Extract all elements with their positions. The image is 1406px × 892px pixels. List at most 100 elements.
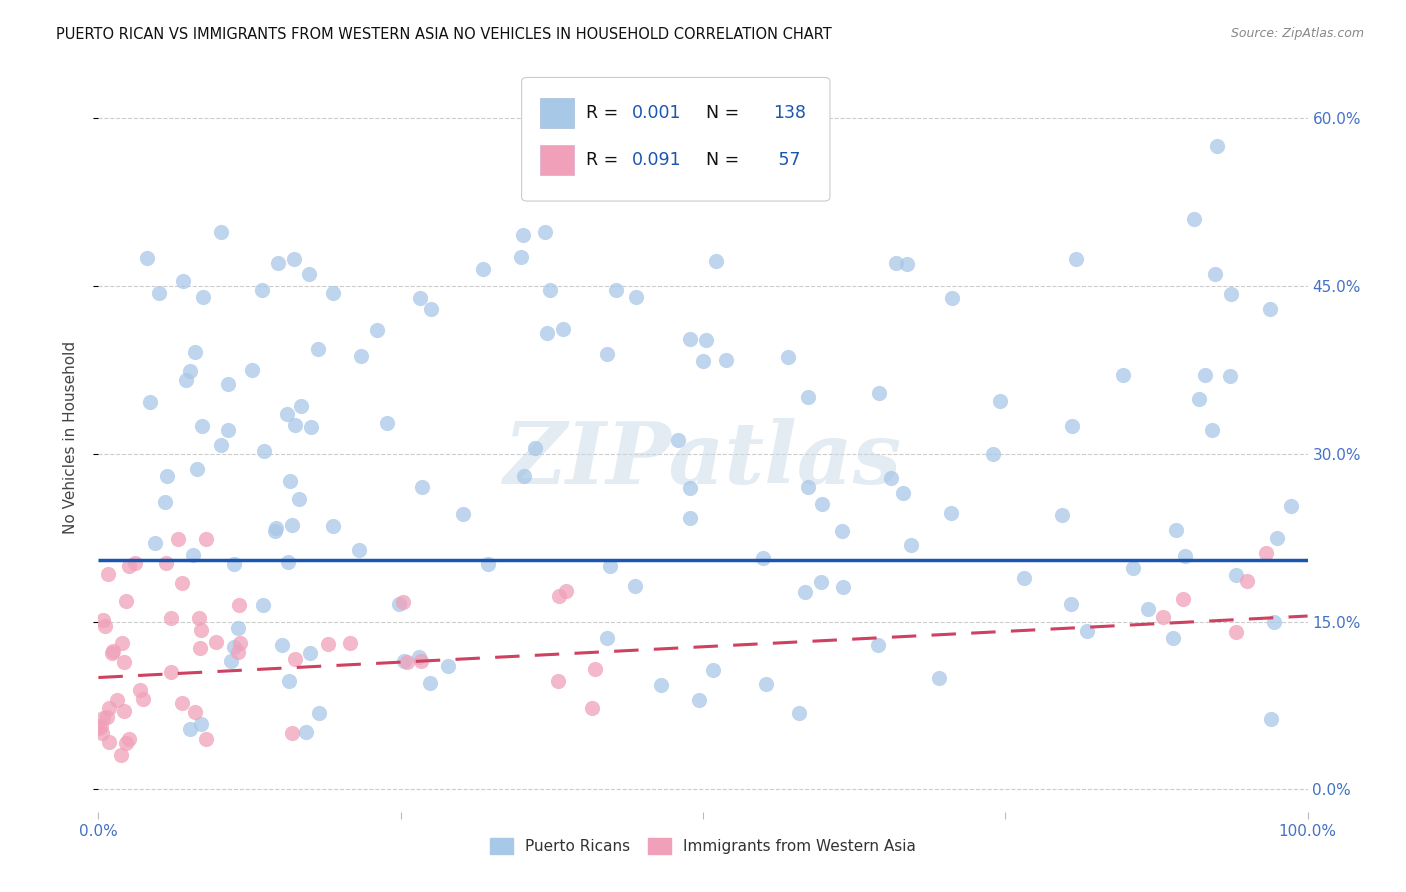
Point — [159, 665, 181, 679]
Point — [93, 613, 115, 627]
Point — [411, 479, 433, 493]
Point — [184, 345, 207, 359]
Point — [221, 654, 243, 668]
Point — [118, 559, 141, 574]
Point — [453, 507, 475, 521]
Point — [1194, 368, 1216, 383]
Point — [226, 645, 249, 659]
Text: N =: N = — [695, 103, 744, 121]
Point — [294, 724, 316, 739]
Point — [278, 474, 301, 488]
Point — [290, 399, 312, 413]
Point — [281, 517, 304, 532]
Point — [596, 346, 619, 360]
Point — [339, 636, 361, 650]
Point — [277, 555, 299, 569]
Point — [186, 462, 208, 476]
Y-axis label: No Vehicles in Household: No Vehicles in Household — [63, 341, 77, 533]
Point — [1219, 287, 1241, 301]
Point — [704, 253, 727, 268]
Point — [596, 631, 619, 645]
Point — [284, 417, 307, 432]
Text: 0.001: 0.001 — [631, 103, 681, 121]
Point — [188, 640, 211, 655]
Point — [209, 438, 232, 452]
Point — [695, 333, 717, 347]
Point — [267, 256, 290, 270]
Point — [392, 595, 415, 609]
Point — [1279, 499, 1302, 513]
Point — [97, 567, 120, 582]
Point — [928, 671, 950, 685]
Point — [298, 267, 321, 281]
Point — [395, 655, 418, 669]
Point — [884, 256, 907, 270]
Point — [392, 655, 415, 669]
Point — [209, 225, 232, 239]
Point — [1260, 302, 1282, 317]
Point — [172, 576, 194, 591]
Point — [797, 390, 820, 404]
Point — [89, 721, 111, 735]
Point — [811, 497, 834, 511]
Point — [534, 225, 557, 239]
Point — [1225, 567, 1247, 582]
Point — [228, 598, 250, 612]
Point — [1062, 419, 1084, 434]
Point — [939, 506, 962, 520]
Point — [350, 349, 373, 363]
Point — [868, 385, 890, 400]
Point — [112, 655, 135, 669]
Point — [271, 639, 294, 653]
Point — [172, 696, 194, 710]
Bar — [540, 145, 574, 175]
Point — [605, 283, 627, 297]
Point — [98, 734, 121, 748]
Point — [110, 747, 132, 762]
Text: N =: N = — [695, 151, 744, 169]
Point — [1112, 368, 1135, 382]
Point — [1164, 524, 1187, 538]
Point — [222, 558, 245, 572]
Point — [205, 635, 228, 649]
Point — [981, 446, 1004, 460]
Point — [1060, 597, 1083, 611]
Point — [679, 481, 702, 495]
Point — [316, 637, 339, 651]
FancyBboxPatch shape — [522, 78, 830, 201]
Point — [1064, 252, 1087, 267]
Point — [375, 416, 398, 430]
Point — [228, 620, 250, 634]
Point — [702, 663, 724, 677]
Point — [195, 731, 218, 746]
Point — [1204, 267, 1226, 281]
Point — [253, 444, 276, 458]
Bar — [540, 97, 574, 128]
Text: ZIPatlas: ZIPatlas — [503, 417, 903, 501]
Point — [1219, 369, 1241, 384]
Point — [1174, 549, 1197, 563]
Point — [176, 373, 198, 387]
Point — [1137, 602, 1160, 616]
Point — [281, 726, 304, 740]
Point — [190, 717, 212, 731]
Point — [512, 227, 534, 242]
Point — [388, 597, 411, 611]
Point — [679, 332, 702, 346]
Point — [1256, 546, 1278, 560]
Point — [553, 322, 575, 336]
Point — [252, 598, 274, 612]
Point — [347, 543, 370, 558]
Point — [194, 532, 217, 546]
Point — [900, 538, 922, 552]
Point — [322, 519, 344, 533]
Point — [264, 524, 287, 539]
Point — [115, 594, 138, 608]
Point — [794, 585, 817, 599]
Point — [217, 423, 239, 437]
Point — [240, 363, 263, 377]
Point — [650, 678, 672, 692]
Point — [101, 646, 124, 660]
Point — [436, 659, 458, 673]
Point — [1265, 531, 1288, 545]
